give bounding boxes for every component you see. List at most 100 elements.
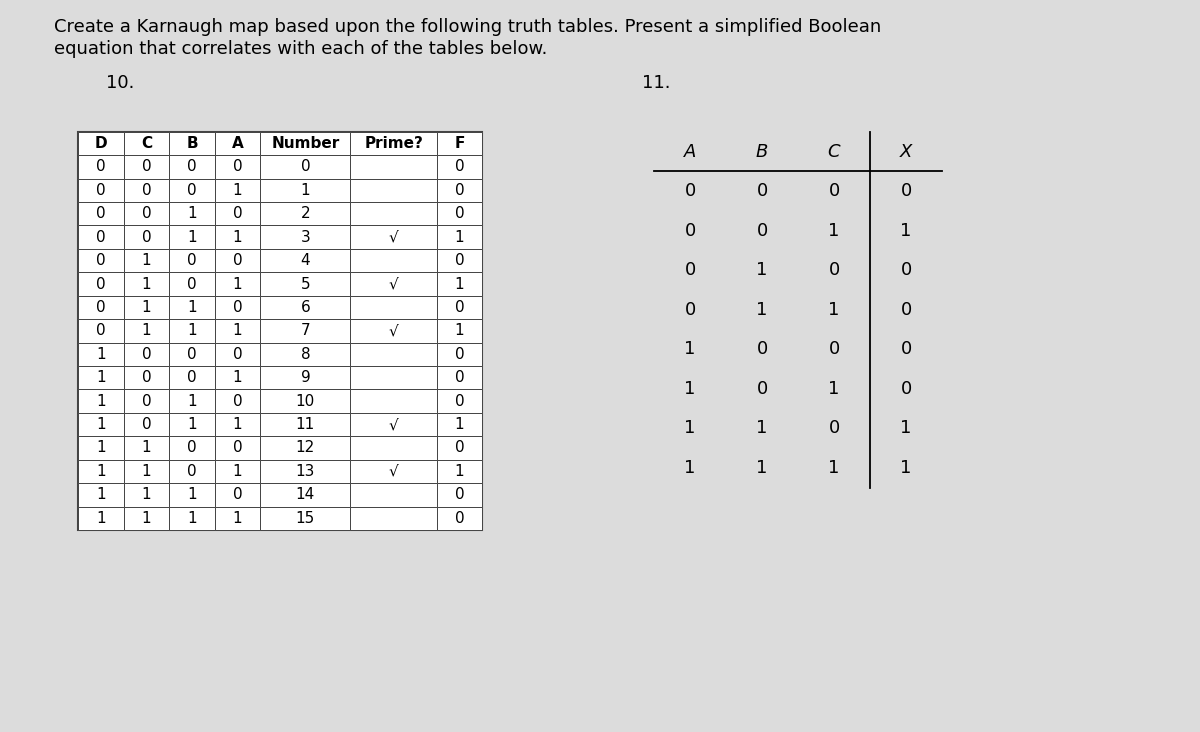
Text: 10.: 10.	[106, 73, 134, 92]
Text: 1: 1	[828, 222, 840, 239]
Bar	[78, 296, 124, 319]
Text: 0: 0	[233, 300, 242, 315]
Bar	[260, 272, 350, 296]
Text: Prime?: Prime?	[364, 136, 424, 151]
Bar	[124, 155, 169, 179]
Text: 1: 1	[455, 230, 464, 244]
Bar	[437, 436, 482, 460]
Bar	[437, 225, 482, 249]
Bar	[169, 272, 215, 296]
Bar	[260, 202, 350, 225]
Text: 0: 0	[187, 464, 197, 479]
Text: A: A	[684, 143, 696, 160]
Text: 0: 0	[900, 261, 912, 279]
Bar	[437, 132, 482, 155]
Text: √: √	[389, 230, 398, 244]
Bar	[78, 249, 124, 272]
Text: A: A	[232, 136, 244, 151]
Bar	[350, 319, 437, 343]
Text: 0: 0	[187, 347, 197, 362]
Bar	[124, 507, 169, 530]
Bar	[260, 507, 350, 530]
Text: 1: 1	[233, 370, 242, 385]
Text: 1: 1	[233, 230, 242, 244]
Bar	[437, 460, 482, 483]
Text: 9: 9	[300, 370, 311, 385]
Text: D: D	[95, 136, 107, 151]
Text: 0: 0	[756, 340, 768, 358]
Bar	[215, 436, 260, 460]
Text: 12: 12	[295, 441, 316, 455]
Text: 0: 0	[455, 441, 464, 455]
Text: 0: 0	[756, 380, 768, 397]
Text: 0: 0	[455, 511, 464, 526]
Bar	[215, 249, 260, 272]
Bar	[78, 436, 124, 460]
Bar	[124, 413, 169, 436]
Text: 0: 0	[96, 300, 106, 315]
Bar	[260, 460, 350, 483]
Bar	[350, 389, 437, 413]
Bar	[350, 155, 437, 179]
Bar	[350, 132, 437, 155]
Bar	[437, 272, 482, 296]
Text: √: √	[389, 324, 398, 338]
Text: 0: 0	[187, 277, 197, 291]
Text: 0: 0	[455, 253, 464, 268]
Text: 1: 1	[187, 300, 197, 315]
Text: 0: 0	[142, 347, 151, 362]
Text: 0: 0	[142, 370, 151, 385]
Bar	[78, 272, 124, 296]
Text: 0: 0	[233, 394, 242, 408]
Text: 1: 1	[233, 277, 242, 291]
Bar	[169, 202, 215, 225]
Bar	[215, 179, 260, 202]
Bar	[437, 483, 482, 507]
Bar	[169, 132, 215, 155]
Text: 1: 1	[900, 222, 912, 239]
Text: 1: 1	[142, 324, 151, 338]
Bar	[350, 436, 437, 460]
Text: 0: 0	[455, 394, 464, 408]
Bar	[350, 413, 437, 436]
Bar	[124, 272, 169, 296]
Text: 0: 0	[142, 417, 151, 432]
Text: 1: 1	[187, 394, 197, 408]
Text: 10: 10	[295, 394, 316, 408]
Text: 5: 5	[300, 277, 311, 291]
Text: 0: 0	[96, 324, 106, 338]
Text: 0: 0	[300, 160, 311, 174]
Text: 0: 0	[233, 347, 242, 362]
Text: √: √	[389, 417, 398, 432]
Bar	[169, 225, 215, 249]
Text: 1: 1	[187, 488, 197, 502]
Bar	[169, 389, 215, 413]
Bar	[169, 155, 215, 179]
Text: 1: 1	[187, 324, 197, 338]
Text: 15: 15	[295, 511, 316, 526]
Bar	[215, 296, 260, 319]
Bar	[260, 225, 350, 249]
Text: 0: 0	[900, 182, 912, 200]
Text: 0: 0	[756, 222, 768, 239]
Bar	[260, 413, 350, 436]
Bar	[124, 202, 169, 225]
Bar	[350, 225, 437, 249]
Text: 1: 1	[233, 417, 242, 432]
Text: 0: 0	[455, 347, 464, 362]
Text: 0: 0	[233, 160, 242, 174]
Text: 1: 1	[187, 230, 197, 244]
Bar	[169, 507, 215, 530]
Bar	[124, 483, 169, 507]
Bar	[124, 225, 169, 249]
Text: 1: 1	[455, 324, 464, 338]
Bar	[437, 507, 482, 530]
Text: 1: 1	[142, 277, 151, 291]
Text: 1: 1	[300, 183, 311, 198]
Text: 0: 0	[828, 182, 840, 200]
Bar	[78, 132, 124, 155]
Bar	[124, 343, 169, 366]
Bar	[437, 202, 482, 225]
Bar	[124, 249, 169, 272]
Bar	[215, 389, 260, 413]
